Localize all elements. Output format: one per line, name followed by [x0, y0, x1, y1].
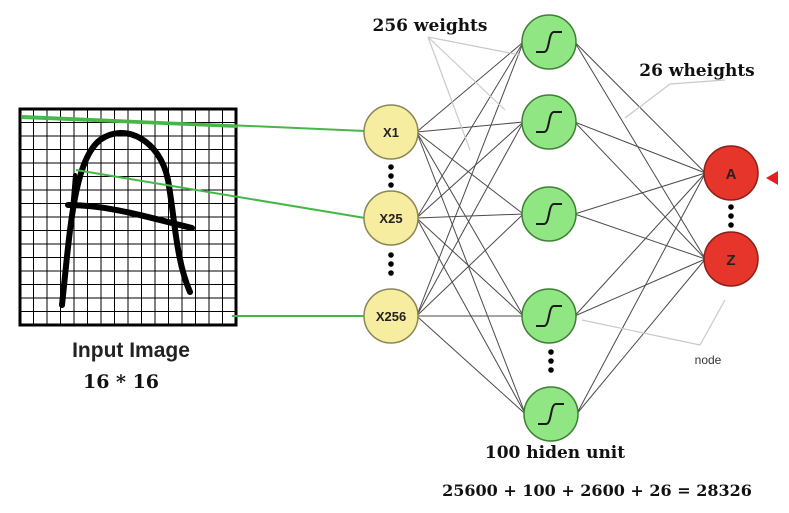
network-link [574, 121, 706, 174]
network-link [416, 121, 524, 133]
input-node-label: X25 [379, 211, 402, 226]
output-weights-label: 26 wheights [639, 61, 755, 81]
input-image-title: Input Image [72, 339, 190, 362]
network-link [574, 213, 706, 260]
network-link [416, 131, 524, 215]
network-links [416, 41, 706, 415]
network-link [574, 41, 706, 174]
input-image [18, 107, 238, 327]
network-link [416, 121, 524, 219]
network-link [416, 41, 524, 133]
output-node-label: A [726, 166, 737, 183]
sigmoid-icon [538, 403, 564, 425]
output-layer: A Z [703, 145, 778, 287]
letter-a-left-tail [64, 173, 77, 264]
sigmoid-icon [536, 31, 562, 53]
network-link [416, 315, 526, 415]
output-node-a: A [703, 145, 759, 201]
output-ellipsis-dots [728, 204, 734, 228]
input-node-label: X1 [383, 125, 399, 140]
letter-a-crossbar [65, 202, 195, 231]
sigmoid-icon [536, 305, 562, 327]
input-node-x1: X1 [363, 104, 419, 160]
network-link [416, 213, 524, 219]
output-node-z: Z [703, 231, 759, 287]
output-node-label: Z [726, 252, 735, 269]
network-link [574, 172, 706, 215]
network-link [416, 131, 526, 415]
hidden-node [521, 288, 577, 344]
input-node-x25: X25 [363, 190, 419, 246]
network-link [416, 131, 524, 317]
input-node-x256: X256 [363, 288, 419, 344]
network-link [416, 41, 524, 219]
hidden-node [521, 186, 577, 242]
hidden-node [521, 94, 577, 150]
hidden-node [521, 14, 577, 70]
parameter-count-formula: 25600 + 100 + 2600 + 26 = 28326 [442, 481, 752, 500]
input-connections [21, 115, 366, 317]
input-layer: X1 X25 X256 [363, 104, 419, 344]
node-label: node [695, 353, 722, 367]
network-link [416, 213, 524, 317]
hidden-node [523, 386, 579, 442]
hidden-ellipsis-dots [548, 349, 554, 373]
network-link [574, 172, 706, 317]
sigmoid-icon [536, 203, 562, 225]
network-link [416, 41, 524, 317]
input-node-label: X256 [376, 309, 406, 324]
input-ellipsis-dots [388, 164, 394, 276]
input-weights-label: 256 weights [373, 16, 488, 36]
network-link [574, 121, 706, 260]
network-link [416, 217, 524, 317]
hidden-layer [521, 14, 579, 442]
network-link [576, 258, 706, 415]
network-link [574, 41, 706, 260]
network-link [416, 121, 524, 317]
pointer-lines [427, 36, 726, 346]
active-output-marker [766, 171, 778, 185]
sigmoid-icon [536, 111, 562, 133]
network-link [576, 172, 706, 415]
hidden-units-label: 100 hiden unit [485, 443, 625, 463]
input-image-size: 16 * 16 [83, 371, 159, 393]
network-link [574, 258, 706, 317]
